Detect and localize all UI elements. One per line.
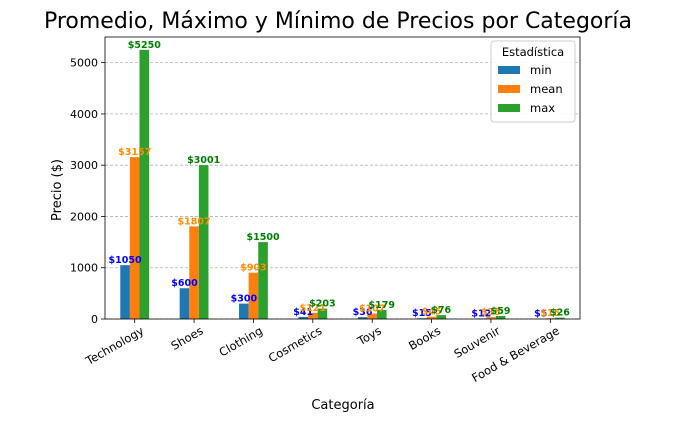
y-tick-label: 2000 xyxy=(70,210,98,223)
bar-max xyxy=(199,165,209,319)
x-tick-label: Toys xyxy=(354,323,383,348)
bar-min xyxy=(239,304,249,319)
x-tick-label: Technology xyxy=(83,323,147,368)
data-label-mean: $903 xyxy=(240,263,266,274)
data-label-min: $600 xyxy=(171,278,198,289)
data-label-max: $3001 xyxy=(187,155,220,166)
legend-swatch-max xyxy=(498,104,520,112)
y-tick-label: 3000 xyxy=(70,159,98,172)
data-label-mean: $1807 xyxy=(178,216,211,227)
bar-mean xyxy=(189,226,199,319)
y-tick-label: 1000 xyxy=(70,262,98,275)
x-tick-label: Clothing xyxy=(217,323,265,359)
bar-mean xyxy=(130,157,140,319)
data-label-max: $179 xyxy=(369,300,395,311)
legend: Estadística min mean max xyxy=(491,41,575,122)
y-tick-label: 0 xyxy=(91,313,98,326)
legend-label-mean: mean xyxy=(530,82,563,96)
data-label-max: $59 xyxy=(491,306,511,317)
bar-max xyxy=(139,50,149,319)
data-label-max: $76 xyxy=(431,305,451,316)
legend-label-min: min xyxy=(530,63,552,77)
data-label-max: $203 xyxy=(309,299,335,310)
legend-label-max: max xyxy=(530,101,555,115)
y-tick-label: 4000 xyxy=(70,108,98,121)
data-label-min: $1050 xyxy=(109,255,142,266)
x-tick-label: Cosmetics xyxy=(266,323,324,365)
data-label-min: $300 xyxy=(231,294,258,305)
x-axis-label: Categoría xyxy=(311,398,374,413)
data-label-max: $26 xyxy=(550,308,570,319)
legend-title: Estadística xyxy=(502,45,564,59)
data-label-max: $5250 xyxy=(128,40,161,51)
x-tick-label: Books xyxy=(406,323,443,352)
x-tick-label: Souvenir xyxy=(452,323,503,361)
data-label-mean: $3157 xyxy=(118,147,151,158)
legend-swatch-mean xyxy=(498,85,520,93)
y-axis-label: Precio ($) xyxy=(50,159,65,221)
bar-max xyxy=(258,242,268,319)
data-label-max: $1500 xyxy=(247,232,280,243)
chart-title: Promedio, Máximo y Mínimo de Precios por… xyxy=(44,9,632,34)
bar-min xyxy=(120,265,130,319)
x-tick-label: Shoes xyxy=(169,323,206,352)
bar-min xyxy=(180,288,190,319)
legend-swatch-min xyxy=(498,66,520,74)
y-tick-label: 5000 xyxy=(70,57,98,70)
